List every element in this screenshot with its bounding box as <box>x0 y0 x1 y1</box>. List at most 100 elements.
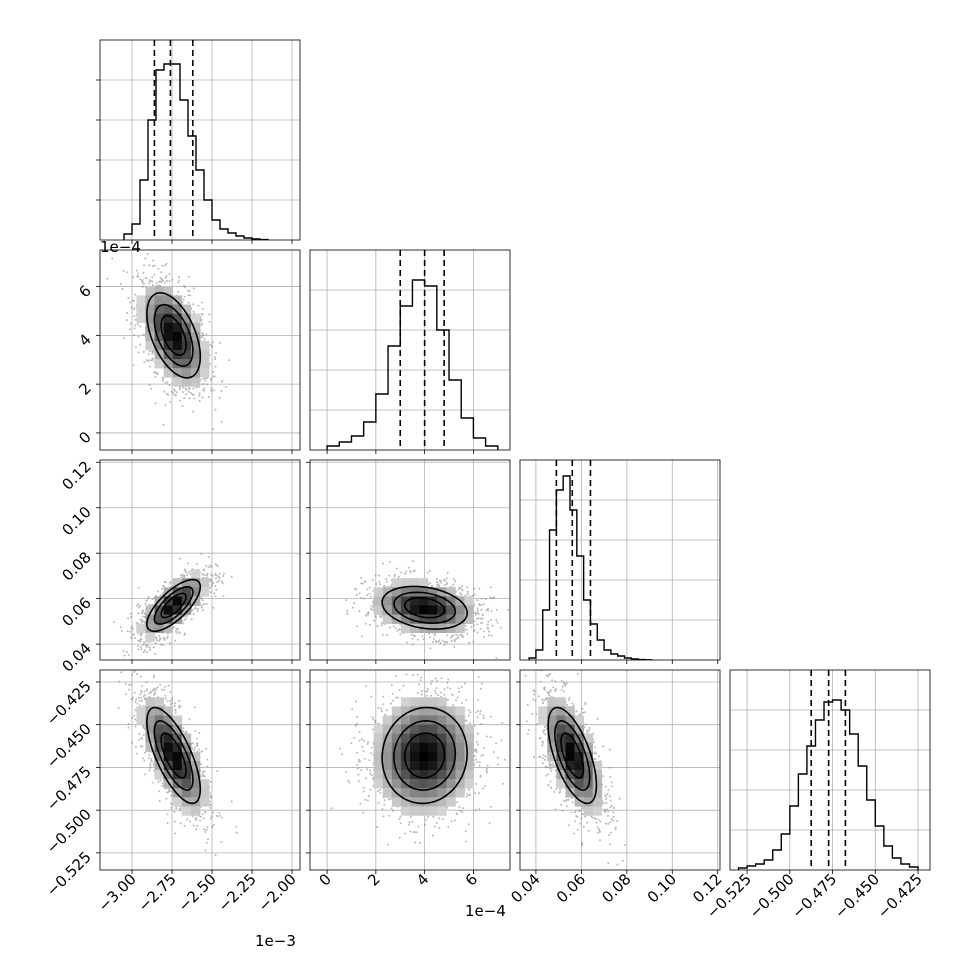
density-cell <box>382 587 393 597</box>
panel-1-1 <box>309 249 511 454</box>
density-cell <box>172 715 183 725</box>
contour-line <box>381 585 468 630</box>
density-cell <box>410 614 420 624</box>
density-cell <box>172 368 183 378</box>
density-cell <box>154 751 164 762</box>
density-cell <box>391 797 402 807</box>
density-cell <box>446 706 456 716</box>
panel-content <box>310 460 510 660</box>
density-cell <box>410 788 420 798</box>
density-cell <box>172 788 183 798</box>
density-cell <box>574 770 584 780</box>
density-cell <box>391 779 402 789</box>
density-cell <box>464 779 474 789</box>
panel-frame <box>309 459 511 661</box>
density-cell <box>373 587 384 597</box>
y-tick-label: −0.450 <box>43 720 95 772</box>
density-cell <box>181 368 192 378</box>
density-cell <box>172 742 183 753</box>
density-cell <box>163 304 174 314</box>
density-cell <box>154 295 164 305</box>
density-cell <box>181 313 192 324</box>
density-cell <box>181 596 192 606</box>
density-cell <box>565 733 575 744</box>
density-cell <box>181 605 192 615</box>
y-tick-label: 0 <box>75 428 94 447</box>
density-cell <box>410 779 420 789</box>
density-cell <box>136 313 146 324</box>
density-cell <box>400 605 411 615</box>
density-cell <box>400 733 411 744</box>
panel-frame <box>309 249 511 451</box>
density-cell <box>145 733 155 744</box>
density-cell <box>437 751 447 762</box>
density-cell <box>547 715 557 725</box>
y-tick-label: 4 <box>75 330 94 349</box>
density-cell <box>428 742 438 753</box>
density-cell <box>455 715 465 725</box>
y-tick-label: −0.475 <box>43 763 95 815</box>
density-cell <box>428 715 438 725</box>
panel-2-2 <box>519 459 721 664</box>
density-cell <box>400 596 411 606</box>
density-cell <box>455 733 465 744</box>
density-cell <box>200 779 210 789</box>
density-cell <box>583 788 594 798</box>
density-cell <box>592 797 603 807</box>
density-cell <box>400 697 411 707</box>
density-cell <box>400 742 411 753</box>
density-cell <box>181 760 192 771</box>
density-cell <box>391 706 402 716</box>
density-cell <box>145 286 155 296</box>
density-cell <box>145 715 155 725</box>
panel-3-1: 0 2 4 6 <box>306 669 511 890</box>
density-cell <box>154 286 164 296</box>
density-cell <box>200 359 210 369</box>
density-cell <box>556 697 566 707</box>
density-cell <box>163 368 174 378</box>
density-cell <box>391 751 402 762</box>
density-cell <box>446 715 456 725</box>
density-cell <box>181 806 192 816</box>
density-cell <box>419 742 429 753</box>
density-cell <box>565 779 575 789</box>
density-cell <box>373 779 384 789</box>
density-cell <box>538 706 548 716</box>
histogram-step <box>123 63 269 240</box>
panel-1-0: 0 2 4 6 <box>75 249 301 454</box>
density-cell <box>145 322 155 333</box>
density-cell <box>145 623 155 634</box>
density-cell <box>410 596 420 606</box>
x-tick-label: 0.04 <box>507 870 543 906</box>
density-cell <box>373 760 384 771</box>
density-cell <box>446 760 456 771</box>
density-cell <box>136 304 146 314</box>
panel-frame <box>309 669 511 871</box>
x-tick-label: 0.06 <box>553 870 589 906</box>
density-cell <box>181 770 192 780</box>
contour-line <box>404 732 446 779</box>
density-cell <box>391 578 402 588</box>
density-cell <box>437 797 447 807</box>
panel-3-2: 0.04 0.06 0.08 0.10 0.12 <box>507 669 726 906</box>
contour-line <box>547 706 598 805</box>
density-cell <box>391 587 402 597</box>
density-cell <box>154 331 164 342</box>
density-cell <box>190 806 201 816</box>
density-cell <box>190 350 201 360</box>
density-cell <box>419 715 429 725</box>
density-cell <box>154 605 164 615</box>
density-cell <box>200 368 210 378</box>
density-cell <box>391 724 402 734</box>
density-cell <box>400 751 411 762</box>
density-cell <box>565 760 575 771</box>
density-cell <box>145 605 155 615</box>
density-cell <box>400 797 411 807</box>
panel-content <box>100 250 300 450</box>
density-cell <box>428 733 438 744</box>
density-cell <box>410 715 420 725</box>
x-tick-label: 0 <box>315 870 334 889</box>
density-cell <box>464 596 474 606</box>
density-cell <box>547 724 557 734</box>
density-cell <box>172 313 183 324</box>
